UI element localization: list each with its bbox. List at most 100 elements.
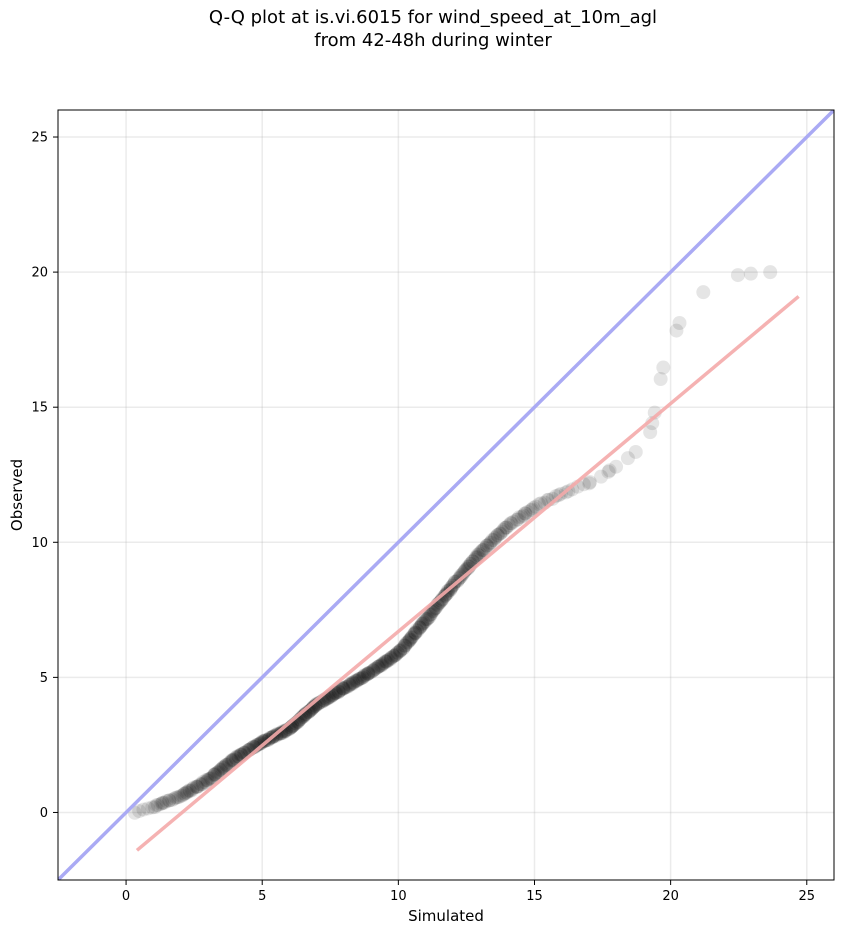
qq-point (308, 697, 323, 712)
qq-point (453, 568, 468, 583)
qq-point (207, 767, 222, 782)
qq-point (628, 444, 643, 459)
qq-point (211, 764, 226, 779)
qq-point (179, 785, 194, 800)
qq-point (273, 726, 288, 741)
qq-point (439, 586, 454, 601)
qq-point (364, 664, 379, 679)
qq-point (643, 425, 658, 440)
qq-point (493, 526, 508, 541)
qq-point (208, 766, 223, 781)
qq-point (200, 772, 215, 787)
qq-point (415, 616, 430, 631)
qq-point (345, 675, 360, 690)
qq-point (389, 647, 404, 662)
qq-point (501, 518, 516, 533)
qq-point (421, 611, 436, 626)
qq-point (149, 798, 164, 813)
qq-point (493, 526, 508, 541)
qq-point (400, 635, 415, 650)
qq-point (155, 795, 170, 810)
qq-point (274, 726, 289, 741)
qq-point (730, 268, 745, 283)
qq-point (471, 548, 486, 563)
qq-point (165, 792, 180, 807)
x-tick-label: 10 (390, 889, 407, 904)
qq-point (194, 777, 209, 792)
qq-point (336, 681, 351, 696)
qq-point (383, 650, 398, 665)
qq-point (214, 762, 229, 777)
qq-point (341, 679, 356, 694)
qq-point (418, 614, 433, 629)
qq-point (405, 629, 420, 644)
qq-point (456, 566, 471, 581)
qq-point (191, 779, 206, 794)
qq-point (334, 682, 349, 697)
qq-point (140, 801, 155, 816)
qq-point (180, 784, 195, 799)
qq-point (136, 802, 151, 817)
qq-point (361, 666, 376, 681)
qq-point (602, 463, 617, 478)
qq-point (157, 795, 172, 810)
qq-point (350, 673, 365, 688)
qq-point (346, 675, 361, 690)
qq-point (219, 758, 234, 773)
qq-point (383, 652, 398, 667)
qq-point (565, 482, 580, 497)
qq-point (486, 533, 501, 548)
qq-point (371, 659, 386, 674)
qq-point (410, 624, 425, 639)
qq-point (336, 681, 351, 696)
qq-point (331, 684, 346, 699)
qq-point (255, 734, 270, 749)
qq-point (228, 750, 243, 765)
qq-point (326, 687, 341, 702)
qq-point (226, 752, 241, 767)
qq-point (195, 774, 210, 789)
x-tick-label: 20 (662, 889, 679, 904)
qq-point (216, 760, 231, 775)
qq-point (351, 672, 366, 687)
qq-point (335, 681, 350, 696)
qq-point (402, 633, 417, 648)
x-tick-label: 5 (258, 889, 266, 904)
qq-point (497, 520, 512, 535)
qq-point (328, 686, 343, 701)
qq-point (412, 620, 427, 635)
qq-point (403, 632, 418, 647)
qq-point (198, 775, 213, 790)
qq-point (371, 659, 386, 674)
qq-point (370, 660, 385, 675)
qq-point (331, 684, 346, 699)
y-tick-label: 20 (31, 266, 48, 281)
qq-point (478, 540, 493, 555)
qq-point (226, 752, 241, 767)
qq-point (332, 683, 347, 698)
qq-point (210, 765, 225, 780)
qq-point (476, 542, 491, 557)
title-line-1: Q-Q plot at is.vi.6015 for wind_speed_at… (208, 7, 658, 28)
qq-point (422, 607, 437, 622)
qq-point (199, 773, 214, 788)
qq-point (390, 645, 405, 660)
qq-point (203, 771, 218, 786)
y-tick-label: 5 (40, 671, 48, 686)
grid (58, 110, 834, 880)
qq-point (361, 665, 376, 680)
qq-point (472, 546, 487, 561)
qq-point (352, 671, 367, 686)
qq-point (231, 749, 246, 764)
qq-point (349, 673, 364, 688)
qq-point (215, 761, 230, 776)
qq-point (696, 285, 711, 300)
qq-point (354, 671, 369, 686)
qq-point (233, 747, 248, 762)
qq-point (419, 612, 434, 627)
qq-point (499, 520, 514, 535)
qq-point (468, 550, 483, 565)
qq-point (369, 661, 384, 676)
qq-point (609, 459, 624, 474)
